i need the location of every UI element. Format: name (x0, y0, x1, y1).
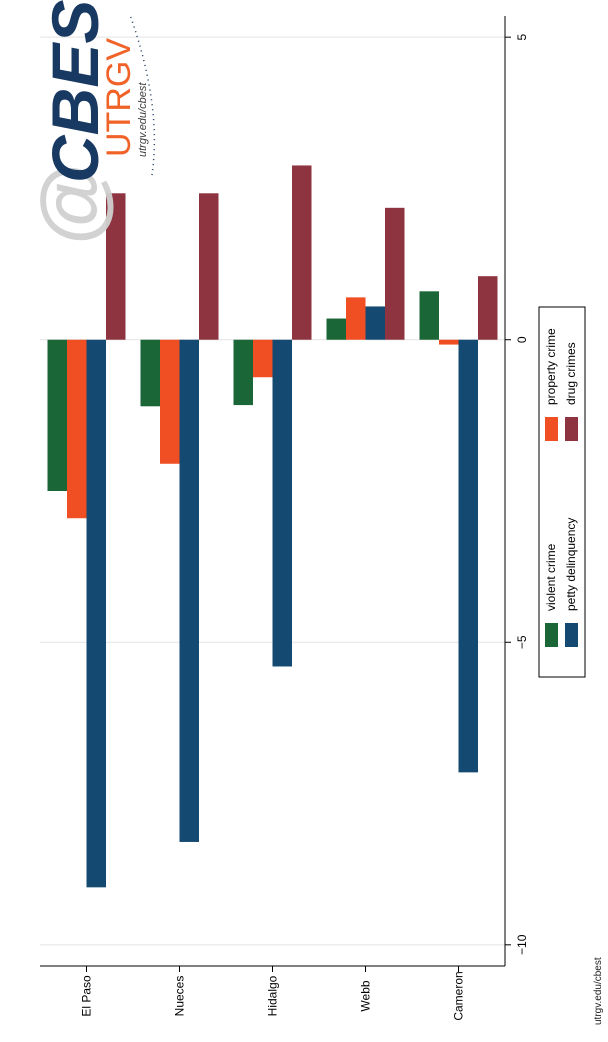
logo-cbest-text: CBESt (38, 0, 112, 183)
bar-drug-crimes-el-paso (106, 193, 126, 340)
logo-at-symbol: @ (24, 163, 118, 245)
category-label-el-paso: El Paso (80, 975, 94, 1017)
bar-petty-delinquency-hidalgo (272, 339, 292, 667)
legend-label-property-crime: property crime (544, 328, 558, 405)
category-label-webb: Webb (359, 980, 373, 1011)
value-tick-label: −10 (515, 934, 529, 955)
category-label-hidalgo: Hidalgo (266, 975, 280, 1016)
bar-petty-delinquency-el-paso (86, 339, 106, 888)
bar-petty-delinquency-nueces (179, 339, 199, 842)
bar-property-crime-nueces (160, 339, 180, 464)
category-axis: El Paso Nueces Hidalgo Webb Cameron (40, 965, 505, 1021)
legend-label-petty-delinquency: petty delinquency (564, 518, 578, 611)
bar-petty-delinquency-webb (365, 306, 385, 340)
bar-violent-crime-webb (326, 318, 346, 340)
bar-property-crime-webb (346, 297, 366, 340)
bar-drug-crimes-hidalgo (292, 165, 312, 340)
value-tick-label: 5 (515, 34, 529, 41)
bar-drug-crimes-cameron (478, 276, 498, 340)
value-tick-label: 0 (515, 336, 529, 343)
bar-property-crime-el-paso (67, 339, 87, 519)
legend-swatch-petty-delinquency (565, 623, 578, 647)
cbest-logo: @ CBESt UTRGV utrgv.edu/cbest (24, 0, 156, 245)
legend-swatch-property-crime (545, 417, 558, 441)
credit-text: utrgv.edu/cbest (593, 957, 604, 1025)
legend-swatch-violent-crime (545, 623, 558, 647)
legend-swatch-drug-crimes (565, 417, 578, 441)
bar-property-crime-hidalgo (253, 339, 273, 378)
bar-drug-crimes-nueces (199, 193, 219, 340)
legend-box (538, 306, 586, 678)
logo-url-text: utrgv.edu/cbest (137, 82, 149, 157)
value-axis: −10 −5 0 5 (504, 16, 529, 966)
legend-label-drug-crimes: drug crimes (564, 342, 578, 405)
bar-petty-delinquency-cameron (458, 339, 478, 773)
category-label-cameron: Cameron (452, 971, 466, 1020)
bar-violent-crime-nueces (140, 339, 160, 407)
bar-property-crime-cameron (439, 339, 459, 345)
bar-violent-crime-cameron (419, 291, 439, 340)
logo-dotted-arc (129, 14, 156, 176)
category-label-nueces: Nueces (173, 976, 187, 1017)
value-tick-label: −5 (515, 635, 529, 649)
bar-drug-crimes-webb (385, 207, 405, 340)
legend: property crime drug crimes violent crime… (538, 306, 586, 678)
bar-violent-crime-el-paso (47, 339, 67, 491)
logo-utrgv-text: UTRGV (100, 38, 138, 157)
legend-label-violent-crime: violent crime (544, 543, 558, 611)
bars (47, 165, 498, 888)
bar-violent-crime-hidalgo (233, 339, 253, 406)
